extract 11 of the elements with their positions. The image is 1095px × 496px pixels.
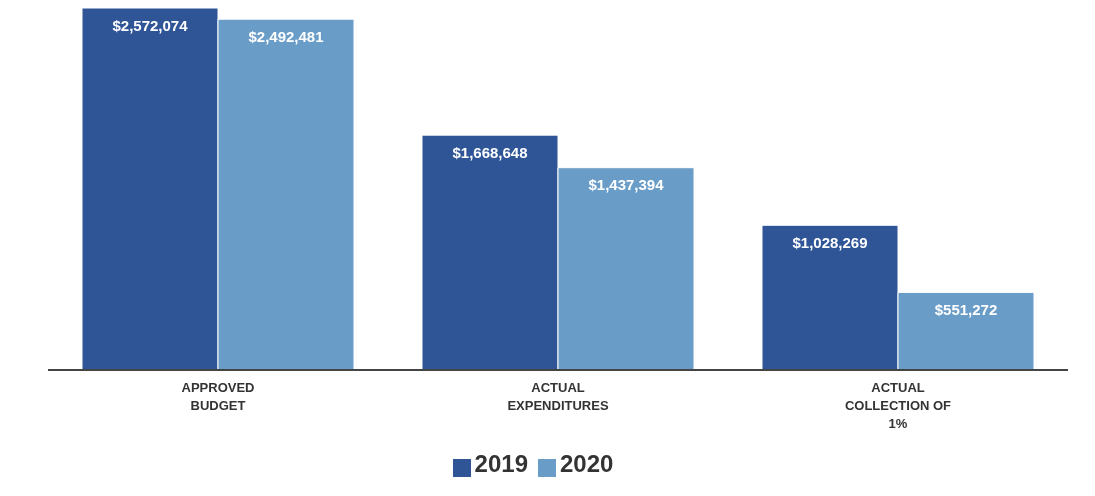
data-label: $2,492,481 — [248, 27, 324, 45]
legend-label: 2020 — [560, 450, 614, 477]
x-tick-label: ACTUAL COLLECTION OF 1% — [844, 380, 952, 431]
data-label: $1,437,394 — [588, 176, 665, 194]
data-label: $1,668,648 — [452, 143, 528, 161]
legend-label: 2019 — [474, 450, 528, 477]
x-tick-label: APPROVED BUDGET — [181, 380, 255, 413]
x-tick-label: ACTUAL EXPENDITURES — [507, 380, 609, 413]
data-label: $2,572,074 — [112, 16, 189, 34]
data-label: $1,028,269 — [792, 233, 868, 251]
data-label: $551,272 — [934, 301, 998, 319]
